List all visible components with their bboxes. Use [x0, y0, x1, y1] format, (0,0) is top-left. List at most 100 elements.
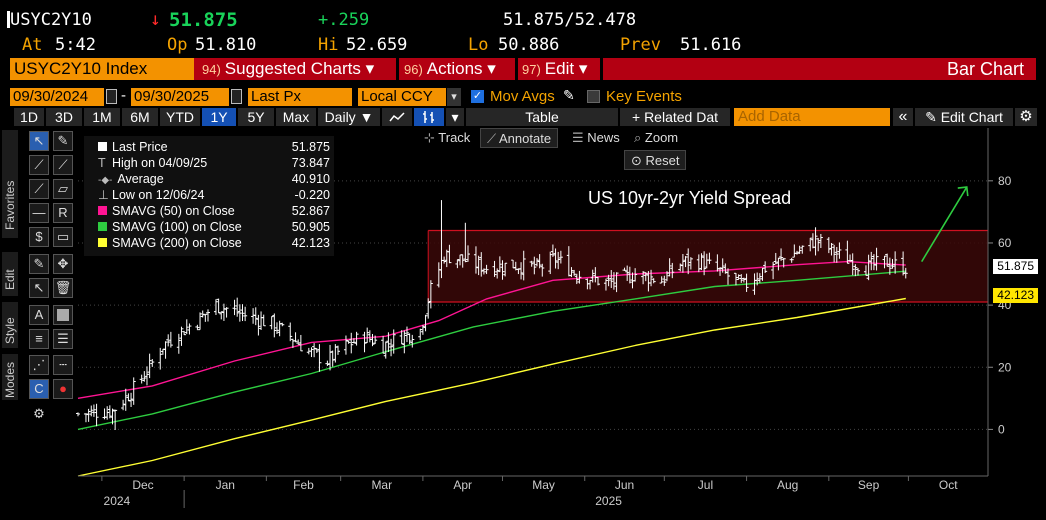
dash-icon[interactable]: ┄ — [53, 355, 73, 375]
net-change: +.259 — [318, 10, 370, 30]
x-tick-label: May — [532, 478, 555, 492]
sma50-line — [77, 260, 906, 399]
legend-value: 40.910 — [291, 172, 330, 186]
annotate-button[interactable]: ⟋ Annotate — [480, 128, 559, 148]
trash-icon[interactable]: 🗑 — [53, 278, 73, 298]
collapse-icon[interactable]: « — [893, 108, 913, 126]
mov-avgs-label[interactable]: Mov Avgs — [490, 88, 555, 105]
line-style-icon[interactable]: ☰ — [53, 329, 73, 349]
segment-icon[interactable]: ⟋ — [29, 179, 49, 199]
ticker: USYC2Y10 — [10, 10, 92, 30]
news-button[interactable]: ☰ News — [572, 130, 620, 145]
range-5y[interactable]: 5Y — [238, 108, 274, 126]
range-3d[interactable]: 3D — [46, 108, 82, 126]
color-dots-icon[interactable]: ● — [53, 379, 73, 399]
end-date-field[interactable]: 09/30/2025 — [131, 88, 229, 106]
line-weight-icon[interactable]: ≡ — [29, 329, 49, 349]
edit-menu[interactable]: 97) Edit ▾ — [522, 59, 588, 78]
gear-icon[interactable]: ⚙ — [1015, 108, 1037, 126]
actions-menu[interactable]: 96) Actions ▾ — [404, 59, 496, 78]
brush-icon[interactable]: ✎ — [29, 254, 49, 274]
marker-icon: ⊥ — [98, 188, 109, 202]
legend-value: -0.220 — [294, 188, 330, 202]
dropdown-arrow-icon[interactable]: ▾ — [447, 88, 461, 106]
high-label: Hi — [318, 35, 339, 55]
separator — [600, 58, 603, 80]
y-tick-label: 80 — [998, 174, 1012, 188]
low-value: 50.886 — [498, 35, 560, 55]
modes-tab[interactable]: Modes — [2, 354, 18, 400]
edit-chart-button[interactable]: ✎ Edit Chart — [915, 108, 1013, 126]
line-chart-icon[interactable] — [382, 108, 412, 126]
horizontal-line-icon[interactable]: — — [29, 203, 49, 223]
channel-icon[interactable]: ▱ — [53, 179, 73, 199]
fill-color-icon[interactable] — [53, 305, 73, 325]
cursor-mark — [7, 11, 10, 28]
field-selector[interactable]: Last Px — [248, 88, 352, 106]
y-tick-label: 60 — [998, 236, 1012, 250]
x-tick-label: Dec — [132, 478, 153, 492]
period-selector[interactable]: Daily ▼ — [318, 108, 380, 126]
checkbox-checked-icon[interactable]: ✓ — [471, 90, 484, 103]
calendar-icon[interactable] — [106, 89, 117, 104]
zoom-button[interactable]: ⌕ Zoom — [634, 130, 679, 145]
arrow-head-icon — [957, 186, 969, 197]
bar-chart-icon[interactable] — [414, 108, 444, 126]
pointer-plus-icon[interactable]: ↖ — [29, 278, 49, 298]
reset-button[interactable]: ⊙ Reset — [624, 150, 687, 170]
edit-tab[interactable]: Edit — [2, 252, 18, 296]
range-max[interactable]: Max — [276, 108, 316, 126]
high-value: 52.659 — [346, 35, 408, 55]
chevron-down-icon[interactable]: ▾ — [446, 108, 464, 126]
range-ytd[interactable]: YTD — [160, 108, 200, 126]
pointer-icon[interactable]: ↖ — [29, 131, 49, 151]
suggested-charts-menu[interactable]: 94) Suggested Charts ▾ — [202, 59, 375, 78]
pen-icon[interactable]: ✎ — [53, 131, 73, 151]
marker-icon: T — [98, 156, 106, 170]
legend-row: -◆- Average 40.910 — [98, 172, 330, 186]
x-year-label: 2025 — [595, 494, 622, 508]
table-button[interactable]: Table — [466, 108, 618, 126]
rectangle-icon[interactable]: ▭ — [53, 227, 73, 247]
at-label: At — [22, 35, 43, 55]
related-data-button[interactable]: + Related Dat — [620, 108, 730, 126]
style-tab[interactable]: Style — [2, 302, 18, 348]
key-events-label[interactable]: Key Events — [606, 88, 682, 105]
legend-label: Low on 12/06/24 — [112, 188, 205, 202]
security-field[interactable]: USYC2Y10 Index — [10, 58, 194, 80]
legend-row: T High on 04/09/25 73.847 — [98, 156, 330, 170]
range-6m[interactable]: 6M — [122, 108, 158, 126]
y-tick-label: 20 — [998, 360, 1012, 374]
last-price: 51.875 — [169, 9, 238, 31]
calendar-icon[interactable] — [231, 89, 242, 104]
favorites-tab[interactable]: Favorites — [2, 130, 18, 238]
move-icon[interactable]: ✥ — [53, 254, 73, 274]
currency-selector[interactable]: Local CCY — [358, 88, 446, 106]
sma200-line — [77, 297, 906, 477]
text-icon[interactable]: R — [53, 203, 73, 223]
last-price-tag: 51.875 — [993, 259, 1038, 274]
date-dash: - — [121, 87, 126, 104]
ray-icon[interactable]: ⟋ — [53, 155, 73, 175]
x-tick-label: Mar — [371, 478, 392, 492]
track-button[interactable]: ⊹ Track — [424, 130, 471, 145]
range-1d[interactable]: 1D — [14, 108, 44, 126]
range-1y[interactable]: 1Y — [202, 108, 236, 126]
start-date-field[interactable]: 09/30/2024 — [10, 88, 104, 106]
checkbox-unchecked-icon[interactable] — [587, 90, 600, 103]
magnet-icon[interactable]: C — [29, 379, 49, 399]
range-1m[interactable]: 1M — [84, 108, 120, 126]
dotted-icon[interactable]: ⋰ — [29, 355, 49, 375]
legend-label: SMAVG (50) on Close — [112, 204, 235, 218]
command-bar: USYC2Y10 Index 94) Suggested Charts ▾ 96)… — [10, 58, 1036, 80]
bid-ask: 51.875/52.478 — [503, 10, 637, 30]
trendline-icon[interactable]: ⟋ — [29, 155, 49, 175]
font-icon[interactable]: A — [29, 305, 49, 325]
x-tick-label: Jul — [698, 478, 713, 492]
pencil-icon[interactable]: ✎ — [563, 87, 575, 103]
add-data-input[interactable]: Add Data — [734, 108, 890, 126]
gear-icon[interactable]: ⚙ — [33, 406, 45, 421]
price-icon[interactable]: $ — [29, 227, 49, 247]
prev-label: Prev — [620, 35, 661, 55]
